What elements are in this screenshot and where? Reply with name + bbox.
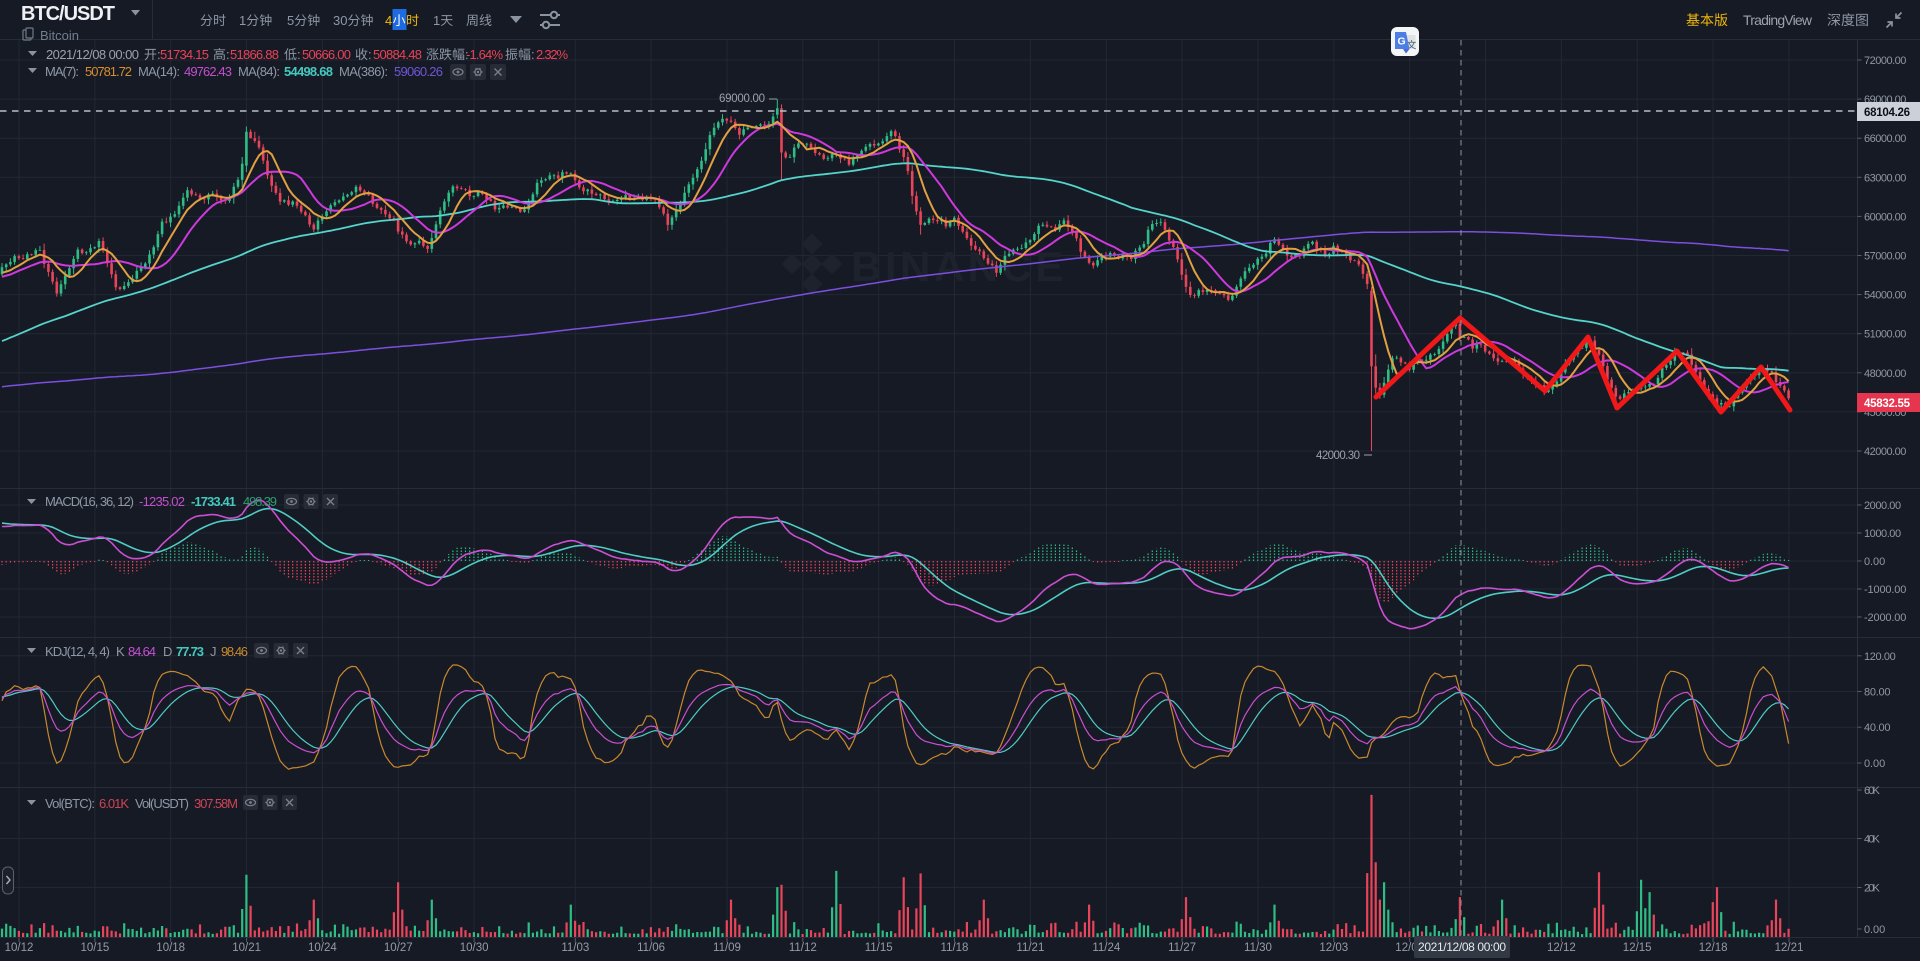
svg-text:11/06: 11/06: [637, 942, 665, 954]
svg-text:11/30: 11/30: [1244, 942, 1272, 954]
svg-text:20K: 20K: [1864, 883, 1881, 895]
svg-text:54498.68: 54498.68: [284, 64, 333, 79]
svg-text:40K: 40K: [1864, 834, 1881, 846]
svg-text:11/24: 11/24: [1092, 942, 1121, 954]
svg-text:10/27: 10/27: [384, 942, 413, 954]
svg-text:J: J: [210, 644, 217, 659]
svg-text:MA(386):: MA(386):: [339, 64, 388, 79]
svg-text:12/15: 12/15: [1623, 942, 1652, 954]
svg-text:10/12: 10/12: [5, 942, 34, 954]
svg-text:69000.00: 69000.00: [719, 93, 765, 105]
svg-text:57000.00: 57000.00: [1864, 251, 1906, 263]
svg-text:1: 1: [239, 13, 246, 28]
svg-text:D: D: [163, 644, 172, 659]
svg-text:84.64: 84.64: [128, 644, 156, 659]
svg-text:-2000.00: -2000.00: [1864, 612, 1906, 624]
svg-text::: :: [465, 47, 469, 62]
svg-text:-1733.41: -1733.41: [191, 494, 236, 509]
svg-text:11/12: 11/12: [789, 942, 817, 954]
svg-text:49762.43: 49762.43: [184, 64, 232, 79]
svg-text:0.00: 0.00: [1864, 924, 1885, 936]
svg-text:10/15: 10/15: [81, 942, 110, 954]
svg-text:42000.30: 42000.30: [1316, 450, 1360, 462]
svg-text:50666.00: 50666.00: [302, 47, 351, 62]
svg-text:42000.00: 42000.00: [1864, 446, 1906, 458]
svg-text:Vol(USDT): Vol(USDT): [135, 796, 189, 811]
svg-text:10/18: 10/18: [156, 942, 185, 954]
svg-text:98.46: 98.46: [221, 644, 248, 659]
svg-text:KDJ(12, 4, 4): KDJ(12, 4, 4): [45, 644, 110, 659]
svg-text:11/09: 11/09: [713, 942, 741, 954]
svg-text:51866.88: 51866.88: [230, 47, 279, 62]
svg-text:2021/12/08 00:00: 2021/12/08 00:00: [1418, 940, 1506, 954]
svg-text:12/12: 12/12: [1547, 942, 1576, 954]
svg-text:-1000.00: -1000.00: [1864, 584, 1906, 596]
svg-text:2.32%: 2.32%: [536, 47, 568, 62]
svg-text:120.00: 120.00: [1864, 651, 1896, 663]
svg-text:50781.72: 50781.72: [85, 64, 132, 79]
svg-text:0.00: 0.00: [1864, 758, 1885, 770]
svg-text:11/27: 11/27: [1168, 942, 1196, 954]
svg-text:10/24: 10/24: [308, 942, 337, 954]
svg-text:12/03: 12/03: [1319, 942, 1348, 954]
svg-text:BINANCE: BINANCE: [851, 243, 1067, 290]
svg-text:59060.26: 59060.26: [394, 64, 443, 79]
svg-text:11/18: 11/18: [941, 942, 969, 954]
svg-text:MA(14):: MA(14):: [138, 64, 180, 79]
svg-text:2021/12/08 00:00: 2021/12/08 00:00: [46, 47, 139, 62]
svg-text:1000.00: 1000.00: [1864, 528, 1901, 540]
svg-text:307.58M: 307.58M: [194, 796, 238, 811]
svg-text:51000.00: 51000.00: [1864, 329, 1906, 341]
svg-text:66000.00: 66000.00: [1864, 133, 1906, 145]
svg-text:6.01K: 6.01K: [99, 796, 129, 811]
svg-text:11/03: 11/03: [561, 942, 589, 954]
svg-text:60K: 60K: [1864, 785, 1881, 797]
svg-text:50884.48: 50884.48: [373, 47, 422, 62]
svg-text::: :: [531, 47, 535, 62]
svg-text:MA(84):: MA(84):: [238, 64, 280, 79]
svg-text:1: 1: [433, 13, 440, 28]
svg-text::: :: [297, 47, 301, 62]
svg-text:60000.00: 60000.00: [1864, 211, 1906, 223]
svg-text:BTC/USDT: BTC/USDT: [21, 3, 115, 25]
svg-text:-1235.02: -1235.02: [139, 494, 185, 509]
svg-text::: :: [157, 47, 161, 62]
svg-text:54000.00: 54000.00: [1864, 290, 1906, 302]
svg-text:48000.00: 48000.00: [1864, 368, 1906, 380]
svg-text:MACD(16, 36, 12): MACD(16, 36, 12): [45, 494, 134, 509]
svg-text:10/30: 10/30: [460, 942, 489, 954]
svg-text::: :: [226, 47, 230, 62]
svg-text:K: K: [116, 644, 125, 659]
svg-text:MA(7):: MA(7):: [45, 64, 79, 79]
svg-text:11/15: 11/15: [865, 942, 893, 954]
svg-text:Bitcoin: Bitcoin: [40, 28, 79, 43]
svg-text:TradingView: TradingView: [1743, 12, 1813, 28]
svg-text:10/21: 10/21: [232, 942, 261, 954]
svg-text:5: 5: [287, 13, 294, 28]
svg-text::: :: [368, 47, 372, 62]
svg-text:68104.26: 68104.26: [1864, 107, 1910, 119]
svg-text:G: G: [1398, 36, 1406, 48]
svg-text:30: 30: [333, 13, 347, 28]
svg-text:80.00: 80.00: [1864, 687, 1891, 699]
svg-text:12/21: 12/21: [1775, 942, 1804, 954]
svg-text:51734.15: 51734.15: [160, 47, 209, 62]
svg-text:11/21: 11/21: [1016, 942, 1044, 954]
svg-text:72000.00: 72000.00: [1864, 55, 1906, 67]
svg-text:2000.00: 2000.00: [1864, 500, 1901, 512]
svg-text:0.00: 0.00: [1864, 556, 1885, 568]
svg-text:4: 4: [385, 13, 392, 28]
svg-text:45832.55: 45832.55: [1864, 398, 1911, 410]
svg-text:40.00: 40.00: [1864, 722, 1891, 734]
svg-text:77.73: 77.73: [176, 644, 204, 659]
svg-text:Vol(BTC):: Vol(BTC):: [45, 796, 95, 811]
svg-text:-1.64%: -1.64%: [466, 47, 503, 62]
svg-text:63000.00: 63000.00: [1864, 172, 1906, 184]
svg-text:498.39: 498.39: [243, 494, 277, 509]
svg-text:12/18: 12/18: [1699, 942, 1728, 954]
